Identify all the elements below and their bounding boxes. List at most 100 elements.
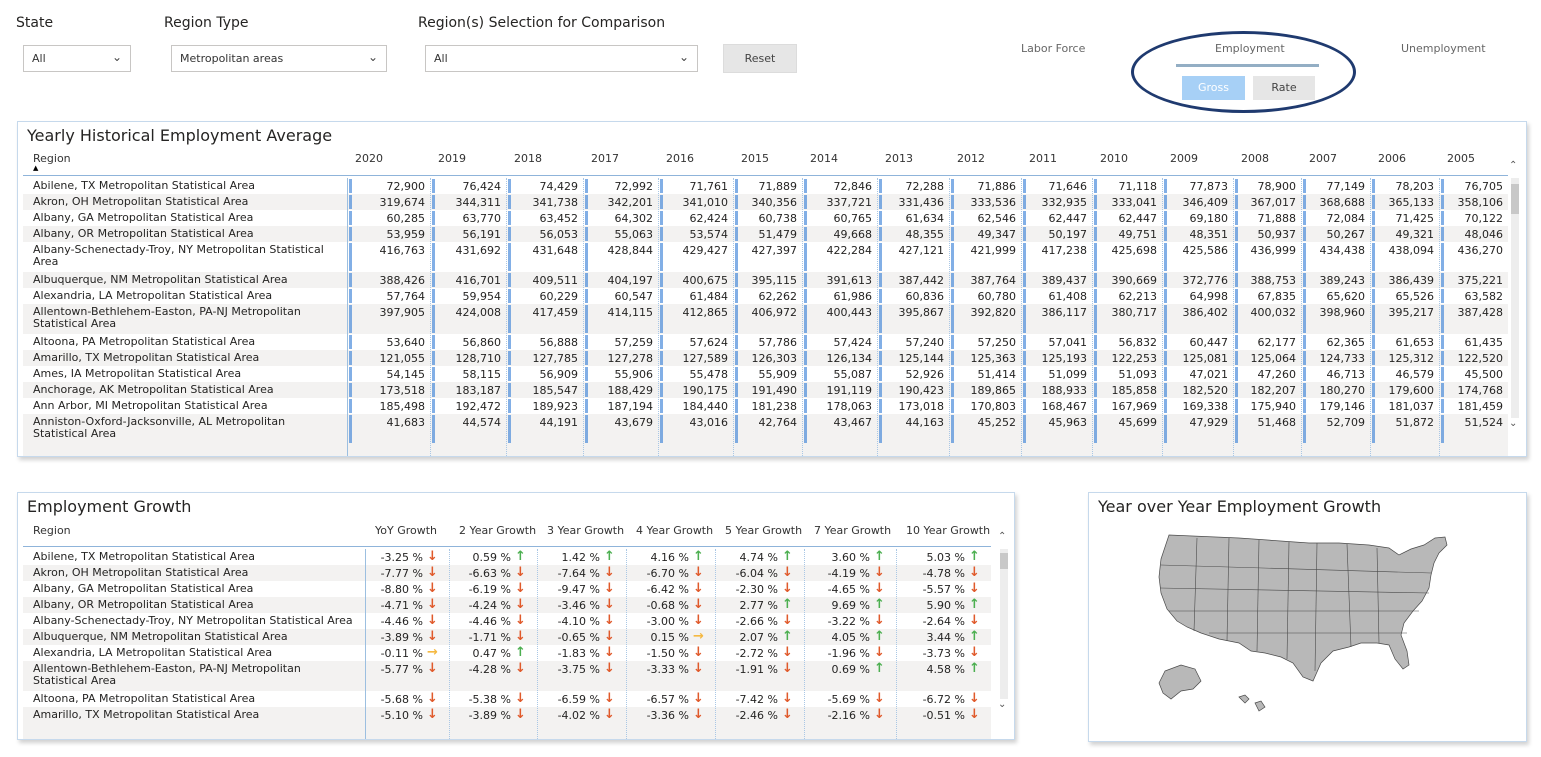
scroll-up-icon[interactable]: ⌃ — [1509, 160, 1518, 171]
table-cell-value: 56,888 — [539, 336, 579, 349]
table-row-region[interactable]: Altoona, PA Metropolitan Statistical Are… — [33, 692, 256, 705]
column-divider — [583, 178, 584, 456]
table-row-region[interactable]: Albuquerque, NM Metropolitan Statistical… — [33, 273, 288, 286]
data-bar-indicator — [1094, 399, 1097, 413]
table-cell-value: 127,278 — [607, 352, 654, 365]
table-row-region[interactable]: Abilene, TX Metropolitan Statistical Are… — [33, 550, 255, 563]
arrow-down-icon: ↓ — [693, 613, 704, 628]
reset-button[interactable]: Reset — [723, 44, 797, 73]
growth-cell-value: -3.25 % — [380, 551, 423, 564]
year-column-header[interactable]: 2005 — [1447, 152, 1475, 165]
table-cell-value: 71,118 — [1118, 180, 1158, 193]
scrollbar-thumb[interactable] — [1511, 184, 1519, 214]
data-bar-indicator — [1094, 335, 1097, 349]
data-bar-indicator — [1094, 305, 1097, 333]
table-row-region[interactable]: Albany, OR Metropolitan Statistical Area — [33, 598, 254, 611]
table-cell-value: 78,203 — [1395, 180, 1435, 193]
year-column-header[interactable]: 2014 — [810, 152, 838, 165]
table-row-region[interactable]: Akron, OH Metropolitan Statistical Area — [33, 566, 249, 579]
table-cell-value: 57,424 — [833, 336, 873, 349]
table-row-region[interactable]: Allentown-Bethlehem-Easton, PA-NJ Metrop… — [33, 305, 301, 330]
growth-column-header[interactable]: 10 Year Growth — [906, 524, 991, 537]
year-column-header[interactable]: 2012 — [957, 152, 985, 165]
column-divider — [1233, 178, 1234, 456]
data-bar-indicator — [432, 273, 435, 287]
arrow-down-icon: ↓ — [782, 581, 793, 596]
year-column-header[interactable]: 2017 — [591, 152, 619, 165]
region-column-header[interactable]: Region — [33, 524, 71, 537]
region-selection-dropdown[interactable]: All ⌄ — [425, 45, 698, 72]
table-cell-value: 125,312 — [1388, 352, 1435, 365]
chevron-down-icon: ⌄ — [367, 50, 378, 64]
table-cell-value: 43,016 — [689, 416, 729, 429]
year-column-header[interactable]: 2015 — [741, 152, 769, 165]
table-cell-value: 48,046 — [1464, 228, 1504, 241]
table-cell-value: 189,865 — [970, 384, 1017, 397]
table-cell-value: 387,764 — [970, 274, 1017, 287]
year-column-header[interactable]: 2016 — [666, 152, 694, 165]
year-column-header[interactable]: 2008 — [1241, 152, 1269, 165]
arrow-down-icon: ↓ — [969, 707, 980, 722]
data-bar-indicator — [804, 415, 807, 443]
year-column-header[interactable]: 2011 — [1029, 152, 1057, 165]
year-column-header[interactable]: 2010 — [1100, 152, 1128, 165]
growth-cell-value: -4.46 % — [468, 615, 511, 628]
alaska-shape — [1158, 664, 1202, 700]
table-row-region[interactable]: Albuquerque, NM Metropolitan Statistical… — [33, 630, 288, 643]
table-row-region[interactable]: Anniston-Oxford-Jacksonville, AL Metropo… — [33, 415, 286, 440]
region-type-dropdown[interactable]: Metropolitan areas ⌄ — [171, 45, 387, 72]
scroll-down-icon[interactable]: ⌄ — [1509, 418, 1518, 429]
table-row-region[interactable]: Albany, OR Metropolitan Statistical Area — [33, 227, 254, 240]
table-row-region[interactable]: Alexandria, LA Metropolitan Statistical … — [33, 646, 273, 659]
year-column-header[interactable]: 2020 — [355, 152, 383, 165]
table-row-region[interactable]: Albany-Schenectady-Troy, NY Metropolitan… — [33, 614, 353, 627]
table-row-region[interactable]: Abilene, TX Metropolitan Statistical Are… — [33, 179, 255, 192]
growth-column-header[interactable]: YoY Growth — [375, 524, 438, 537]
table-cell-value: 429,427 — [682, 244, 729, 257]
data-bar-indicator — [1023, 399, 1026, 413]
tab-unemployment[interactable]: Unemployment — [1401, 42, 1486, 55]
table-row-region[interactable]: Ames, IA Metropolitan Statistical Area — [33, 367, 242, 380]
vertical-scrollbar[interactable] — [1511, 178, 1519, 418]
growth-column-header[interactable]: 2 Year Growth — [459, 524, 537, 537]
table-cell-value: 185,498 — [379, 400, 426, 413]
arrow-down-icon: ↓ — [604, 565, 615, 580]
growth-column-header[interactable]: 5 Year Growth — [725, 524, 803, 537]
year-column-header[interactable]: 2006 — [1378, 152, 1406, 165]
scrollbar-thumb[interactable] — [1000, 553, 1008, 569]
row-stripe — [23, 661, 991, 691]
year-column-header[interactable]: 2018 — [514, 152, 542, 165]
growth-cell-value: 0.47 % — [472, 647, 511, 660]
table-row-region[interactable]: Albany-Schenectady-Troy, NY Metropolitan… — [33, 243, 324, 268]
year-column-header[interactable]: 2009 — [1170, 152, 1198, 165]
table-row-region[interactable]: Akron, OH Metropolitan Statistical Area — [33, 195, 249, 208]
table-row-region[interactable]: Alexandria, LA Metropolitan Statistical … — [33, 289, 273, 302]
table-row-region[interactable]: Allentown-Bethlehem-Easton, PA-NJ Metrop… — [33, 662, 301, 687]
us-map[interactable] — [1089, 493, 1527, 742]
table-cell-value: 395,217 — [1388, 306, 1435, 319]
scroll-up-icon[interactable]: ⌃ — [998, 531, 1007, 542]
growth-column-header[interactable]: 3 Year Growth — [547, 524, 625, 537]
table-row-region[interactable]: Ann Arbor, MI Metropolitan Statistical A… — [33, 399, 268, 412]
state-dropdown[interactable]: All ⌄ — [23, 45, 131, 72]
table-cell-value: 45,699 — [1118, 416, 1158, 429]
growth-column-header[interactable]: 7 Year Growth — [814, 524, 892, 537]
year-column-header[interactable]: 2007 — [1309, 152, 1337, 165]
year-column-header[interactable]: 2013 — [885, 152, 913, 165]
arrow-down-icon: ↓ — [515, 613, 526, 628]
table-row-region[interactable]: Anchorage, AK Metropolitan Statistical A… — [33, 383, 274, 396]
table-cell-value: 191,119 — [826, 384, 873, 397]
table-row-region[interactable]: Albany, GA Metropolitan Statistical Area — [33, 211, 254, 224]
table-row-region[interactable]: Amarillo, TX Metropolitan Statistical Ar… — [33, 351, 260, 364]
region-column-header[interactable]: Region — [33, 152, 71, 165]
year-column-header[interactable]: 2019 — [438, 152, 466, 165]
table-row-region[interactable]: Altoona, PA Metropolitan Statistical Are… — [33, 335, 256, 348]
data-bar-indicator — [349, 195, 352, 209]
vertical-scrollbar[interactable] — [1000, 549, 1008, 699]
growth-column-header[interactable]: 4 Year Growth — [636, 524, 714, 537]
tab-labor-force[interactable]: Labor Force — [1021, 42, 1086, 55]
table-row-region[interactable]: Amarillo, TX Metropolitan Statistical Ar… — [33, 708, 260, 721]
scroll-down-icon[interactable]: ⌄ — [998, 699, 1007, 710]
table-row-region[interactable]: Albany, GA Metropolitan Statistical Area — [33, 582, 254, 595]
table-cell-value: 57,259 — [614, 336, 654, 349]
